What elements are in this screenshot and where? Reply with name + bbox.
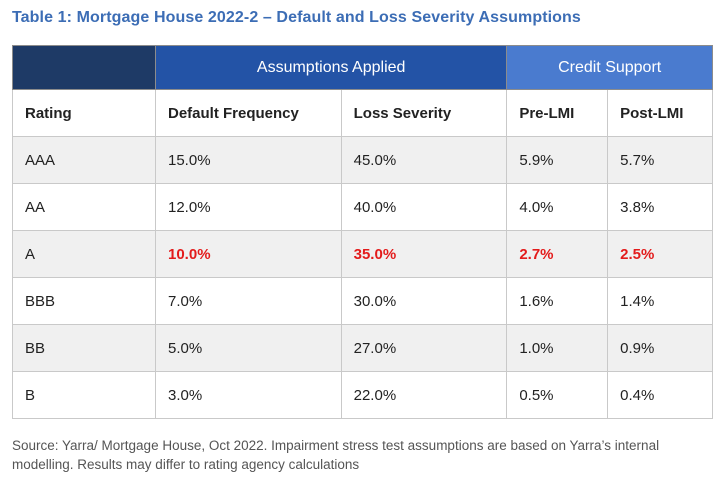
- group-header-blank: [12, 45, 156, 90]
- group-header-row: Assumptions Applied Credit Support: [12, 45, 713, 90]
- cell-rating: BBB: [12, 277, 156, 325]
- table-row: AAA 15.0% 45.0% 5.9% 5.7%: [12, 136, 713, 184]
- cell-post-lmi: 2.5%: [607, 230, 713, 278]
- cell-loss-severity: 45.0%: [340, 136, 508, 184]
- cell-post-lmi: 0.4%: [607, 371, 713, 419]
- column-header-loss-severity: Loss Severity: [340, 89, 508, 137]
- cell-pre-lmi: 2.7%: [506, 230, 609, 278]
- cell-rating: BB: [12, 324, 156, 372]
- table-title: Table 1: Mortgage House 2022-2 – Default…: [12, 9, 581, 26]
- assumptions-table: Assumptions Applied Credit Support Ratin…: [12, 45, 713, 419]
- column-header-row: Rating Default Frequency Loss Severity P…: [12, 89, 713, 137]
- table-row: BBB 7.0% 30.0% 1.6% 1.4%: [12, 277, 713, 325]
- cell-pre-lmi: 4.0%: [506, 183, 609, 231]
- group-header-credit-support: Credit Support: [506, 45, 713, 90]
- column-header-default-frequency: Default Frequency: [155, 89, 342, 137]
- column-header-rating: Rating: [12, 89, 156, 137]
- cell-loss-severity: 22.0%: [340, 371, 508, 419]
- cell-pre-lmi: 1.6%: [506, 277, 609, 325]
- cell-default-frequency: 7.0%: [155, 277, 342, 325]
- column-header-pre-lmi: Pre-LMI: [506, 89, 609, 137]
- table-row-highlighted: A 10.0% 35.0% 2.7% 2.5%: [12, 230, 713, 278]
- cell-post-lmi: 1.4%: [607, 277, 713, 325]
- cell-rating: B: [12, 371, 156, 419]
- cell-post-lmi: 0.9%: [607, 324, 713, 372]
- cell-pre-lmi: 1.0%: [506, 324, 609, 372]
- cell-loss-severity: 40.0%: [340, 183, 508, 231]
- cell-loss-severity: 30.0%: [340, 277, 508, 325]
- cell-post-lmi: 3.8%: [607, 183, 713, 231]
- cell-pre-lmi: 5.9%: [506, 136, 609, 184]
- cell-loss-severity: 35.0%: [340, 230, 508, 278]
- cell-default-frequency: 12.0%: [155, 183, 342, 231]
- column-header-post-lmi: Post-LMI: [607, 89, 713, 137]
- cell-default-frequency: 10.0%: [155, 230, 342, 278]
- cell-post-lmi: 5.7%: [607, 136, 713, 184]
- cell-default-frequency: 5.0%: [155, 324, 342, 372]
- table-row: AA 12.0% 40.0% 4.0% 3.8%: [12, 183, 713, 231]
- source-note: Source: Yarra/ Mortgage House, Oct 2022.…: [12, 438, 660, 472]
- cell-loss-severity: 27.0%: [340, 324, 508, 372]
- group-header-assumptions: Assumptions Applied: [154, 45, 508, 90]
- table-row: BB 5.0% 27.0% 1.0% 0.9%: [12, 324, 713, 372]
- cell-default-frequency: 15.0%: [155, 136, 342, 184]
- table-row: B 3.0% 22.0% 0.5% 0.4%: [12, 371, 713, 419]
- cell-rating: AA: [12, 183, 156, 231]
- cell-rating: A: [12, 230, 156, 278]
- cell-rating: AAA: [12, 136, 156, 184]
- cell-default-frequency: 3.0%: [155, 371, 342, 419]
- cell-pre-lmi: 0.5%: [506, 371, 609, 419]
